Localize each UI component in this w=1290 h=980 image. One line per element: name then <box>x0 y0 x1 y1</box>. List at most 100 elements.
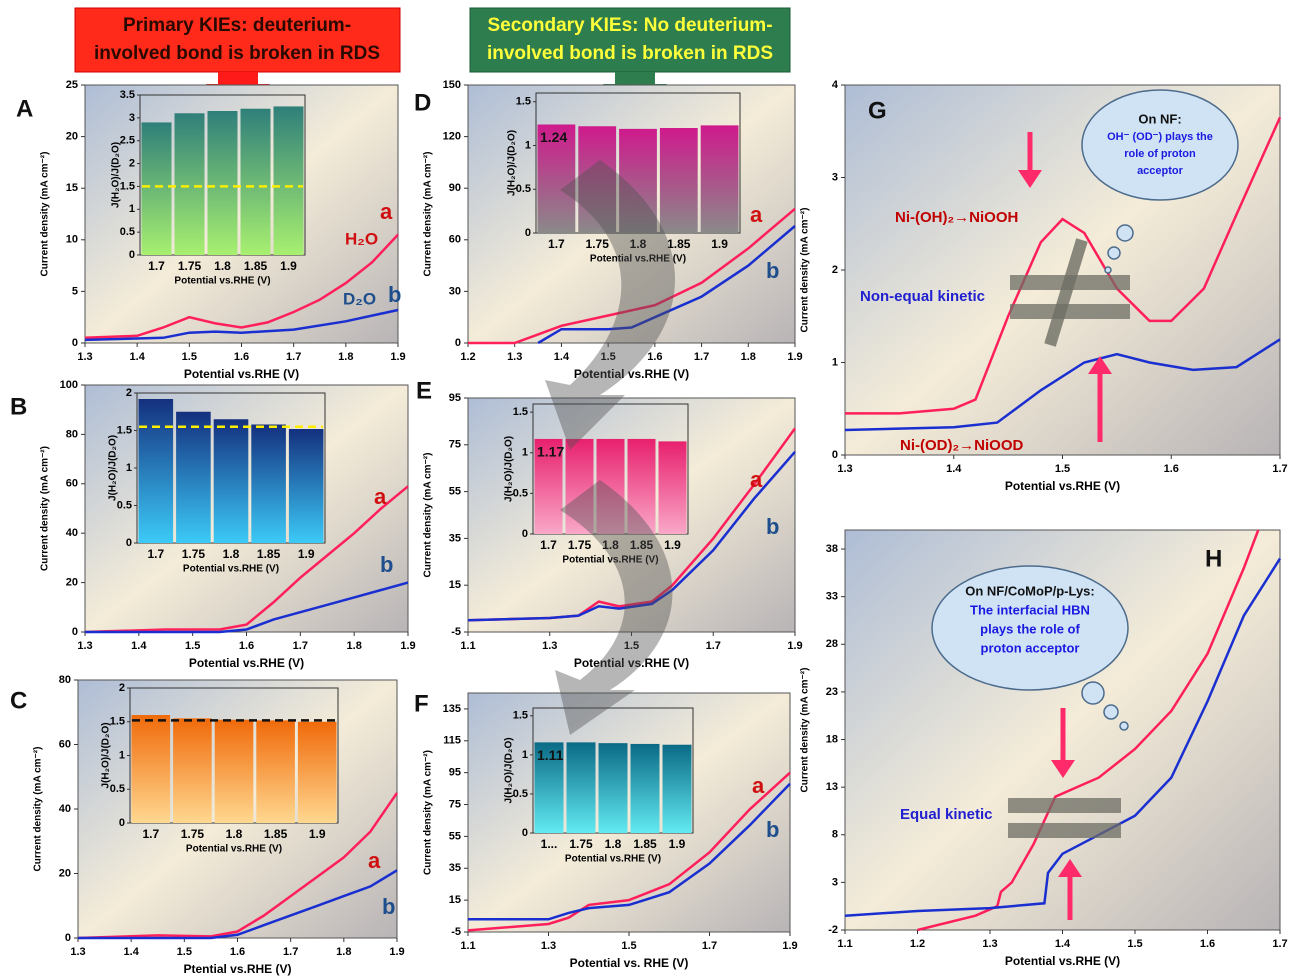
y-axis-label: Current density (mA cm⁻²) <box>423 453 434 578</box>
series-label: b <box>766 258 779 283</box>
inset-x-tick-label: 1.75 <box>178 259 202 273</box>
inset-y-tick-label: 1 <box>525 139 531 151</box>
inset-x-tick-label: 1.9 <box>711 237 728 251</box>
x-tick-label: 1.9 <box>389 946 404 958</box>
inset-bar <box>273 106 304 255</box>
y-axis-label: Current density (mA cm⁻²) <box>40 446 51 571</box>
x-tick-label: 1.7 <box>702 940 717 952</box>
inset: 0 0.5 1 1.5 1... 1.11 1.75 1.8 1.85 1.9 Potential … <box>504 707 694 865</box>
inset-y-tick-label: 1.5 <box>513 406 528 418</box>
flow-arrow <box>555 480 673 735</box>
annotation: OH⁻ (OD⁻) plays the <box>1107 131 1213 143</box>
annotation: Non-equal kinetic <box>860 288 985 305</box>
x-tick-label: 1.9 <box>782 940 797 952</box>
inset-bar <box>598 743 628 833</box>
y-tick-label: 0 <box>455 337 461 349</box>
y-tick-label: 0 <box>72 337 78 349</box>
inset-bar <box>176 411 211 543</box>
inset-bar <box>297 721 337 823</box>
flow-arrow <box>545 160 675 450</box>
labels: AabH₂OD₂OBabCabDabEabFabGNi-(OH)₂→NiOOHN… <box>10 89 1222 918</box>
annotation: H₂O <box>345 229 378 248</box>
series-label: b <box>388 282 401 307</box>
x-tick-label: 1.8 <box>741 351 756 363</box>
x-axis-label: Ptential vs.RHE (V) <box>183 962 291 976</box>
y-tick-label: 115 <box>443 735 461 747</box>
inset-y-tick-label: 1 <box>119 749 125 761</box>
inset-x-tick-label: 1.75 <box>181 827 205 841</box>
inset-y-tick-label: 2 <box>119 682 125 694</box>
x-tick-label: 1.7 <box>694 351 709 363</box>
y-tick-label: 18 <box>826 733 838 745</box>
inset-bar <box>700 125 739 233</box>
x-tick-label: 1.3 <box>982 938 997 950</box>
y-tick-label: 120 <box>443 131 461 143</box>
inset-x-tick-label: 1.8 <box>226 827 243 841</box>
inset-x-tick-label: 1.9 <box>309 827 326 841</box>
panel-letter: D <box>414 89 431 116</box>
inset-x-label: Potential vs.RHE (V) <box>186 844 282 855</box>
inset-bar <box>578 126 617 233</box>
y-tick-label: -5 <box>451 926 461 938</box>
x-tick-label: 1.3 <box>542 640 557 652</box>
inset-x-tick-label: 1.75 <box>586 237 610 251</box>
y-tick-label: 15 <box>449 894 461 906</box>
x-tick-label: 1.3 <box>70 946 85 958</box>
x-tick-label: 1.1 <box>837 938 852 950</box>
banner-secondary <box>469 7 791 73</box>
inset-y-tick-label: 3 <box>129 112 135 124</box>
y-tick-label: 3 <box>832 171 838 183</box>
y-tick-label: 35 <box>449 532 461 544</box>
inset: 0 0.5 1 1.5 1.7 1.24 1.75 1.8 1.85 1.9 Potential v… <box>507 92 741 265</box>
inset-bar <box>214 719 254 823</box>
series-label: a <box>380 199 393 224</box>
inset-x-tick-label: 1.7 <box>147 547 164 561</box>
y-tick-label: 2 <box>832 264 838 276</box>
inset-x-tick-label: 1.85 <box>264 827 288 841</box>
y-axis-label: Current density (mA cm⁻²) <box>33 747 44 872</box>
y-tick-label: 10 <box>66 234 78 246</box>
x-tick-label: 1.5 <box>1127 938 1142 950</box>
inset-bar <box>251 424 286 543</box>
inset-y-tick-label: 1.5 <box>120 180 135 192</box>
series-line <box>537 225 796 345</box>
y-axis-label: Current density (mA cm⁻²) <box>40 152 51 277</box>
inset-y-label: J(H₂O)/J(D₂O) <box>101 722 112 788</box>
x-tick-label: 1.7 <box>286 351 301 363</box>
y-tick-label: 60 <box>59 738 71 750</box>
y-axis-label: Current density (mA cm⁻²) <box>423 750 434 875</box>
inset-bar <box>138 399 174 543</box>
panel: 1.1 1.3 1.5 1.7 1.9 -5 15 35 55 75 95 115 135 Potenti… <box>423 692 798 970</box>
plot-area <box>467 692 791 933</box>
inset-x-tick-label: 1... <box>541 837 558 851</box>
inset-y-tick-label: 0 <box>522 827 528 839</box>
inset-x-tick-label: 1.8 <box>214 259 231 273</box>
y-tick-label: 25 <box>66 79 78 91</box>
y-tick-label: 95 <box>449 392 461 404</box>
y-axis-label: Current density (mA cm⁻²) <box>423 152 434 277</box>
inset-y-tick-label: 1 <box>126 462 132 474</box>
inset-y-tick-label: 1 <box>129 203 135 215</box>
y-tick-label: -5 <box>451 626 461 638</box>
series-label: b <box>766 514 779 539</box>
inset-x-tick-label: 1.9 <box>669 837 686 851</box>
series-line <box>84 485 409 634</box>
x-tick-label: 1.5 <box>185 640 200 652</box>
series-line <box>917 529 1260 932</box>
x-axis-label: Potential vs.RHE (V) <box>1005 954 1120 968</box>
inset-x-tick-label: 1.7 <box>540 538 557 552</box>
inset-y-tick-label: 2 <box>129 157 135 169</box>
inset-x-tick-label: 1.8 <box>605 837 622 851</box>
x-tick-label: 1.7 <box>293 640 308 652</box>
y-tick-label: 28 <box>826 638 838 650</box>
inset: 0 0.5 1 1.5 2 2.5 3 3.5 1.7 1.75 1.8 1.85 1.9 Potenti… <box>111 89 306 287</box>
equal-bar <box>1008 823 1121 838</box>
x-tick-label: 1.3 <box>541 940 556 952</box>
inset-bar <box>141 122 172 255</box>
decorations <box>545 89 1239 920</box>
inset-y-tick-label: 0.5 <box>110 783 125 795</box>
panel-letter: E <box>416 377 432 404</box>
